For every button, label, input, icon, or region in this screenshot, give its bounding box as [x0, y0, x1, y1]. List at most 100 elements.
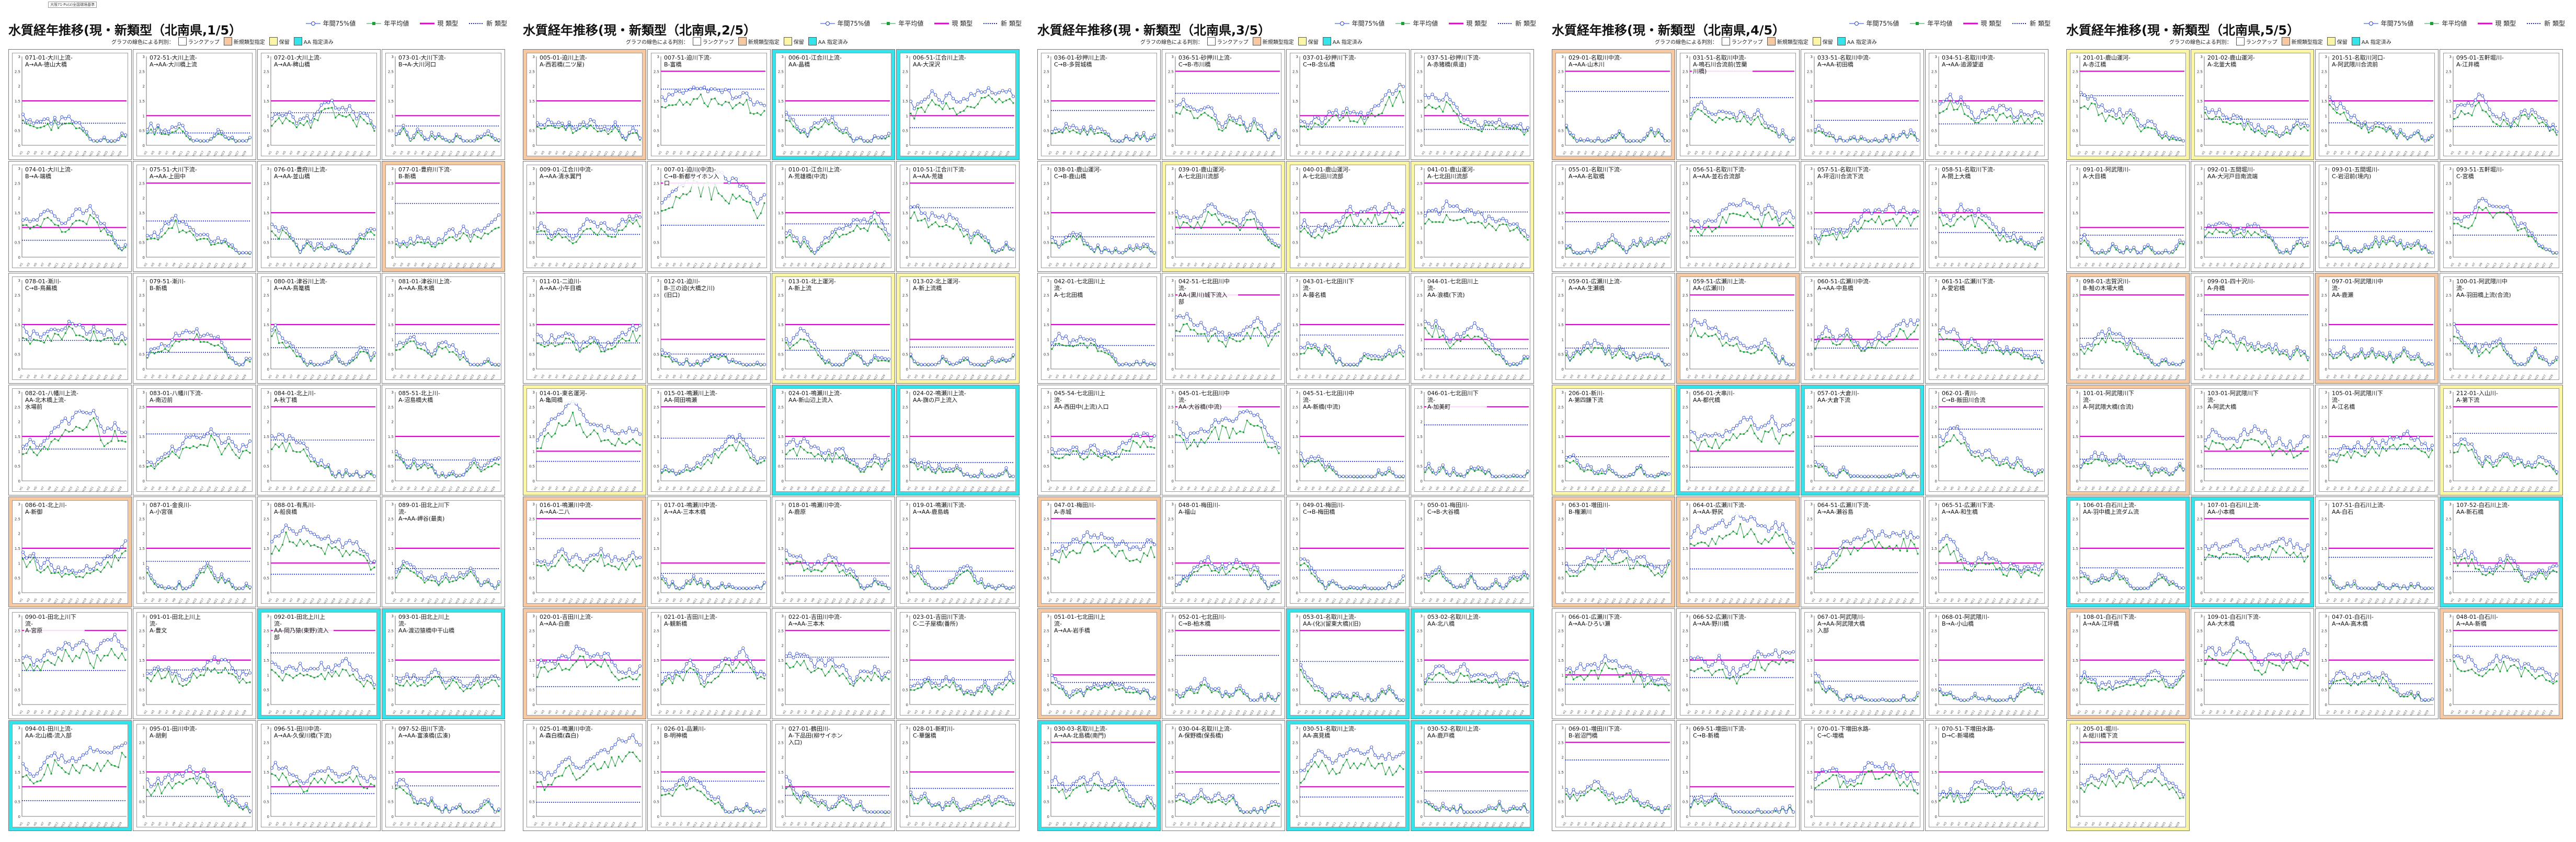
avg-point: [373, 785, 375, 787]
p75-point: [440, 341, 444, 344]
y-tick-label: 1: [18, 561, 20, 566]
x-tick-label: H15: [956, 486, 961, 492]
x-tick-label: H29: [1005, 598, 1011, 604]
x-tick-label: H15: [707, 262, 713, 269]
p75-point: [409, 677, 413, 680]
axis-lines: [785, 56, 890, 146]
avg-point: [203, 778, 205, 780]
x-tick-label: H7: [555, 822, 559, 827]
avg-point: [403, 346, 404, 348]
filter-aa[interactable]: AA 指定済み: [808, 37, 848, 45]
p75-point: [738, 433, 741, 436]
axis-lines: [785, 616, 890, 705]
avg-point: [931, 99, 933, 101]
sheet-2: 水質経年推移(現・新類型（北南県,2/5） 年間75%値 年平均値現 類型新 類型グ…: [519, 14, 1025, 837]
p75-point: [581, 120, 585, 124]
x-tick-label: H9: [421, 486, 426, 491]
avg-point: [589, 433, 591, 435]
p75-point: [476, 577, 479, 581]
y-tick-label: 2.5: [15, 741, 20, 745]
p75-point: [848, 353, 852, 356]
avg-point: [689, 103, 691, 106]
p75-point: [809, 567, 813, 570]
avg-point: [124, 343, 127, 345]
p75-point: [734, 96, 738, 99]
avg-point: [367, 232, 368, 234]
series-p75-line: [786, 438, 889, 470]
p75-point: [160, 130, 164, 133]
y-tick-label: 0: [906, 479, 908, 483]
avg-point: [817, 354, 819, 356]
filter-hold[interactable]: 保留: [783, 37, 804, 45]
avg-point: [487, 581, 489, 583]
x-tick-label: H11: [178, 374, 184, 380]
p75-point: [483, 360, 486, 364]
axis-lines: [785, 728, 890, 817]
x-tick-label: H27: [110, 151, 116, 157]
x-tick-label: H19: [721, 822, 727, 828]
y-tick-label: 1: [533, 561, 535, 566]
x-tick-label: H9: [296, 822, 301, 827]
p75-point: [170, 338, 174, 342]
x-tick-label: H23: [470, 486, 475, 492]
p75-point: [348, 104, 351, 108]
avg-point: [40, 449, 42, 452]
avg-point: [884, 234, 886, 236]
p75-point: [277, 113, 281, 117]
x-tick-label: H17: [589, 822, 595, 828]
filter-rank-up[interactable]: ランクアップ: [692, 37, 734, 45]
x-tick-label: H23: [735, 822, 741, 828]
x-tick-label: H17: [589, 262, 595, 269]
filter-aa[interactable]: AA 指定済み: [293, 37, 334, 45]
x-tick-label: H21: [728, 374, 734, 380]
p75-point: [934, 363, 937, 366]
p75-point: [327, 360, 330, 364]
avg-point: [487, 233, 489, 235]
avg-point: [639, 444, 641, 446]
x-tick-label: H13: [61, 710, 66, 716]
avg-point: [484, 232, 486, 234]
filter-new-type[interactable]: 新規類型指定: [738, 37, 780, 45]
p75-point: [606, 227, 610, 230]
p75-point: [613, 120, 617, 124]
p75-point: [95, 139, 99, 143]
x-tick-label: H15: [192, 486, 198, 492]
p75-point: [724, 656, 727, 660]
avg-point: [749, 112, 751, 114]
y-tick-label: 3: [267, 390, 269, 395]
filter-rank-up[interactable]: ランクアップ: [178, 37, 220, 45]
x-tick-label: H1: [658, 374, 663, 379]
avg-point: [572, 340, 574, 342]
avg-point: [110, 440, 112, 442]
avg-point: [480, 687, 482, 689]
filter-new-type[interactable]: 新規類型指定: [223, 37, 265, 45]
avg-point: [575, 130, 577, 132]
legend-swatch-new: [983, 22, 999, 24]
p75-point: [288, 341, 291, 344]
p75-point: [277, 534, 281, 538]
p75-point: [462, 684, 465, 688]
p75-point: [585, 558, 589, 561]
avg-point: [810, 129, 812, 131]
filter-hold[interactable]: 保留: [269, 37, 290, 45]
x-tick-label: H25: [742, 151, 748, 157]
x-tick-label: H13: [434, 710, 440, 716]
x-tick-label: H13: [824, 486, 830, 492]
p75-point: [362, 233, 365, 237]
x-tick-label: H23: [345, 598, 351, 604]
avg-point: [406, 134, 408, 136]
avg-point: [714, 678, 716, 679]
x-tick-label: H11: [178, 151, 184, 157]
x-tick-label: H25: [103, 374, 109, 380]
y-tick-label: 0.5: [778, 465, 784, 469]
avg-point: [54, 224, 56, 226]
p75-point: [717, 354, 720, 357]
avg-point: [221, 794, 223, 795]
avg-point: [320, 778, 323, 780]
avg-point: [338, 781, 340, 783]
avg-point: [203, 674, 205, 676]
p75-point: [550, 234, 554, 238]
p75-point: [123, 539, 127, 543]
